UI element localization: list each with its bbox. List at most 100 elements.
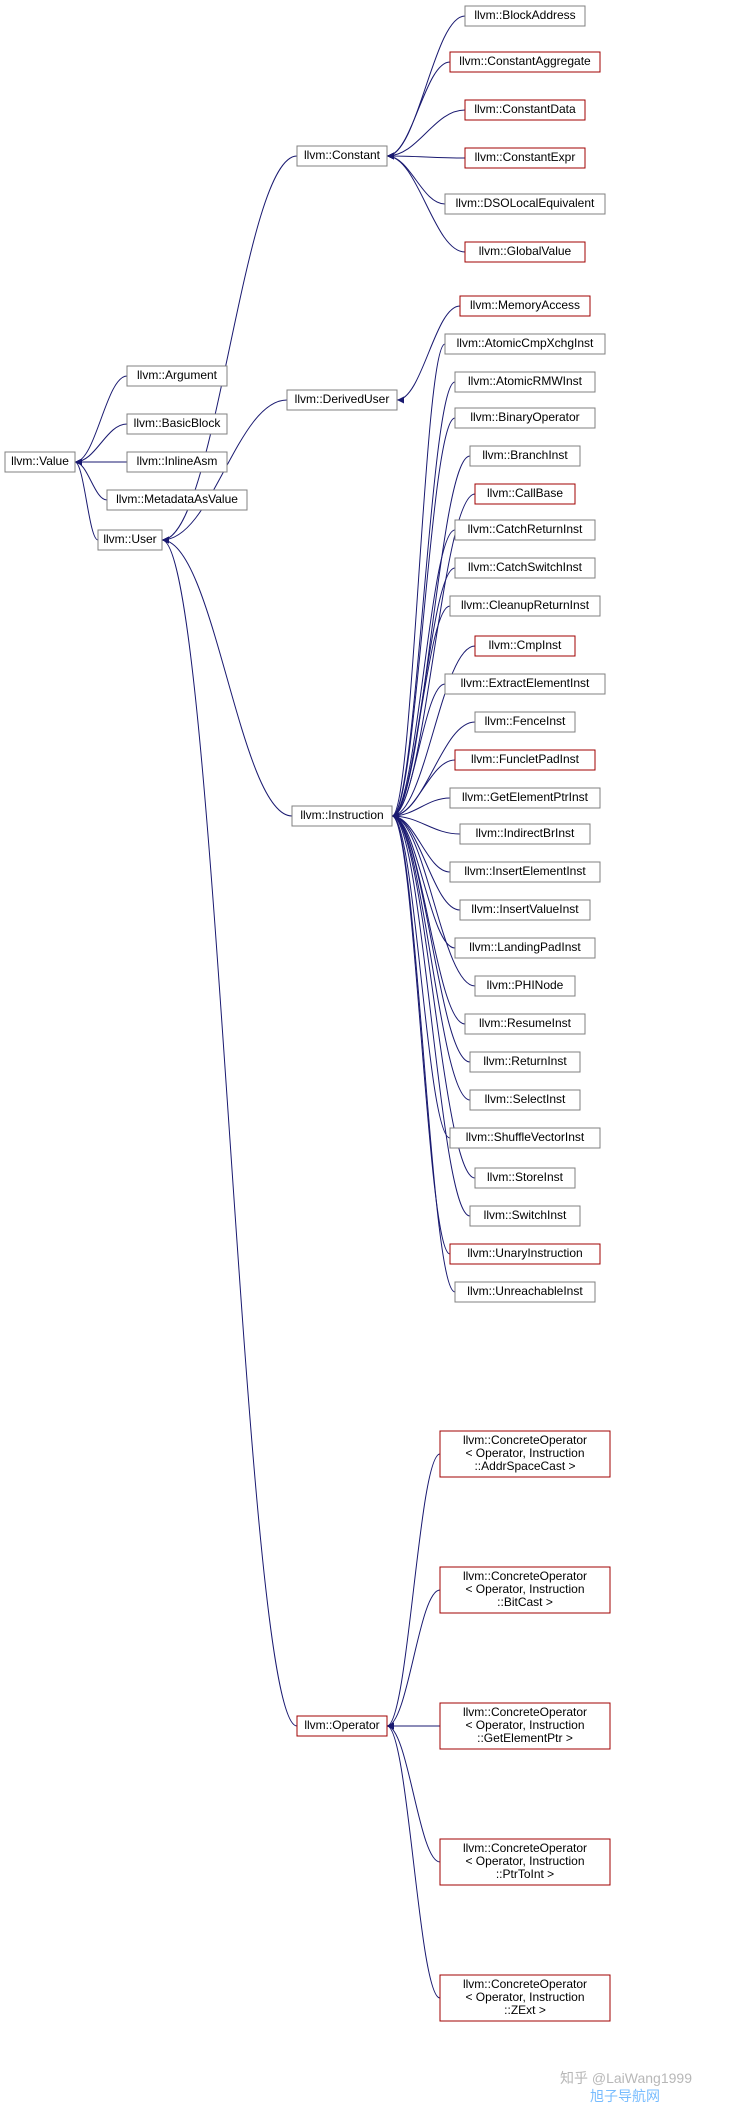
node-storeinst[interactable]: llvm::StoreInst	[475, 1168, 575, 1188]
node-label: llvm::ConstantAggregate	[459, 54, 591, 68]
node-returninst[interactable]: llvm::ReturnInst	[470, 1052, 580, 1072]
node-concreteop_bc[interactable]: llvm::ConcreteOperator< Operator, Instru…	[440, 1567, 610, 1613]
node-label: < Operator, Instruction	[465, 1990, 584, 2004]
node-value[interactable]: llvm::Value	[5, 452, 75, 472]
edge	[387, 1726, 440, 1862]
edge	[387, 156, 445, 204]
node-label: < Operator, Instruction	[465, 1582, 584, 1596]
node-label: llvm::PHINode	[487, 978, 564, 992]
node-switchinst[interactable]: llvm::SwitchInst	[470, 1206, 580, 1226]
node-label: llvm::InsertValueInst	[471, 902, 579, 916]
edge	[392, 816, 450, 1254]
node-label: llvm::CatchSwitchInst	[468, 560, 583, 574]
node-getelementptrinst[interactable]: llvm::GetElementPtrInst	[450, 788, 600, 808]
node-operator[interactable]: llvm::Operator	[297, 1716, 387, 1736]
edge	[392, 816, 455, 1292]
node-catchreturninst[interactable]: llvm::CatchReturnInst	[455, 520, 595, 540]
node-label: llvm::DerivedUser	[295, 392, 390, 406]
node-callbase[interactable]: llvm::CallBase	[475, 484, 575, 504]
edge	[162, 156, 297, 540]
edge	[387, 156, 465, 158]
node-label: llvm::Operator	[304, 1718, 379, 1732]
node-label: < Operator, Instruction	[465, 1446, 584, 1460]
node-metadataasvalue[interactable]: llvm::MetadataAsValue	[107, 490, 247, 510]
node-argument[interactable]: llvm::Argument	[127, 366, 227, 386]
node-binaryoperator[interactable]: llvm::BinaryOperator	[455, 408, 595, 428]
edge	[387, 1454, 440, 1726]
edges-layer	[75, 16, 475, 1998]
node-label: llvm::AtomicRMWInst	[468, 374, 583, 388]
node-label: llvm::CmpInst	[489, 638, 562, 652]
node-insertvalueinst[interactable]: llvm::InsertValueInst	[460, 900, 590, 920]
node-label: llvm::CatchReturnInst	[468, 522, 583, 536]
node-dsolocalequivalent[interactable]: llvm::DSOLocalEquivalent	[445, 194, 605, 214]
node-funcletpadinst[interactable]: llvm::FuncletPadInst	[455, 750, 595, 770]
node-label: llvm::ConcreteOperator	[463, 1977, 587, 1991]
node-memoryaccess[interactable]: llvm::MemoryAccess	[460, 296, 590, 316]
node-constantexpr[interactable]: llvm::ConstantExpr	[465, 148, 585, 168]
node-label: llvm::FenceInst	[485, 714, 566, 728]
node-label: ::ZExt >	[504, 2003, 546, 2017]
node-label: llvm::User	[103, 532, 156, 546]
node-deriveduser[interactable]: llvm::DerivedUser	[287, 390, 397, 410]
node-label: ::AddrSpaceCast >	[474, 1459, 575, 1473]
node-label: llvm::BlockAddress	[474, 8, 575, 22]
node-label: llvm::Instruction	[300, 808, 383, 822]
node-label: llvm::AtomicCmpXchgInst	[457, 336, 594, 350]
node-phinode[interactable]: llvm::PHINode	[475, 976, 575, 996]
node-fenceinst[interactable]: llvm::FenceInst	[475, 712, 575, 732]
node-resumeinst[interactable]: llvm::ResumeInst	[465, 1014, 585, 1034]
node-basicblock[interactable]: llvm::BasicBlock	[127, 414, 227, 434]
node-label: llvm::ExtractElementInst	[461, 676, 590, 690]
node-label: < Operator, Instruction	[465, 1718, 584, 1732]
edge	[392, 418, 455, 816]
node-user[interactable]: llvm::User	[98, 530, 162, 550]
node-label: llvm::CleanupReturnInst	[461, 598, 590, 612]
node-concreteop_gep[interactable]: llvm::ConcreteOperator< Operator, Instru…	[440, 1703, 610, 1749]
node-constantaggregate[interactable]: llvm::ConstantAggregate	[450, 52, 600, 72]
edge	[392, 606, 450, 816]
node-label: llvm::ConcreteOperator	[463, 1705, 587, 1719]
node-concreteop_asc[interactable]: llvm::ConcreteOperator< Operator, Instru…	[440, 1431, 610, 1477]
node-constant[interactable]: llvm::Constant	[297, 146, 387, 166]
node-label: llvm::GlobalValue	[479, 244, 572, 258]
node-concreteop_ze[interactable]: llvm::ConcreteOperator< Operator, Instru…	[440, 1975, 610, 2021]
node-catchswitchinst[interactable]: llvm::CatchSwitchInst	[455, 558, 595, 578]
node-shufflevectorinst[interactable]: llvm::ShuffleVectorInst	[450, 1128, 600, 1148]
node-atomiccmpxchginst[interactable]: llvm::AtomicCmpXchgInst	[445, 334, 605, 354]
node-extractelementinst[interactable]: llvm::ExtractElementInst	[445, 674, 605, 694]
node-constantdata[interactable]: llvm::ConstantData	[465, 100, 585, 120]
edge	[162, 540, 297, 1726]
node-selectinst[interactable]: llvm::SelectInst	[470, 1090, 580, 1110]
node-label: llvm::Value	[11, 454, 69, 468]
node-cmpinst[interactable]: llvm::CmpInst	[475, 636, 575, 656]
node-instruction[interactable]: llvm::Instruction	[292, 806, 392, 826]
node-unaryinstruction[interactable]: llvm::UnaryInstruction	[450, 1244, 600, 1264]
node-label: llvm::GetElementPtrInst	[462, 790, 589, 804]
node-label: ::PtrToInt >	[496, 1867, 554, 1881]
edge	[75, 462, 107, 500]
node-label: llvm::ShuffleVectorInst	[466, 1130, 585, 1144]
node-label: llvm::MetadataAsValue	[116, 492, 238, 506]
node-unreachableinst[interactable]: llvm::UnreachableInst	[455, 1282, 595, 1302]
edge	[387, 62, 450, 156]
node-indirectbrinst[interactable]: llvm::IndirectBrInst	[460, 824, 590, 844]
edge	[387, 16, 465, 156]
node-label: llvm::ReturnInst	[483, 1054, 567, 1068]
node-concreteop_pti[interactable]: llvm::ConcreteOperator< Operator, Instru…	[440, 1839, 610, 1885]
node-branchinst[interactable]: llvm::BranchInst	[470, 446, 580, 466]
node-inlineasm[interactable]: llvm::InlineAsm	[127, 452, 227, 472]
node-landingpadinst[interactable]: llvm::LandingPadInst	[455, 938, 595, 958]
node-cleanupreturninst[interactable]: llvm::CleanupReturnInst	[450, 596, 600, 616]
node-label: < Operator, Instruction	[465, 1854, 584, 1868]
node-insertelementinst[interactable]: llvm::InsertElementInst	[450, 862, 600, 882]
node-atomicrmwinst[interactable]: llvm::AtomicRMWInst	[455, 372, 595, 392]
node-globalvalue[interactable]: llvm::GlobalValue	[465, 242, 585, 262]
edge	[162, 540, 292, 816]
edge	[75, 376, 127, 462]
edge	[75, 424, 127, 462]
node-blockaddress[interactable]: llvm::BlockAddress	[465, 6, 585, 26]
node-label: llvm::IndirectBrInst	[476, 826, 575, 840]
inheritance-diagram: llvm::Value llvm::Argumentllvm::BasicBloc…	[0, 0, 753, 2109]
node-label: llvm::BinaryOperator	[470, 410, 579, 424]
